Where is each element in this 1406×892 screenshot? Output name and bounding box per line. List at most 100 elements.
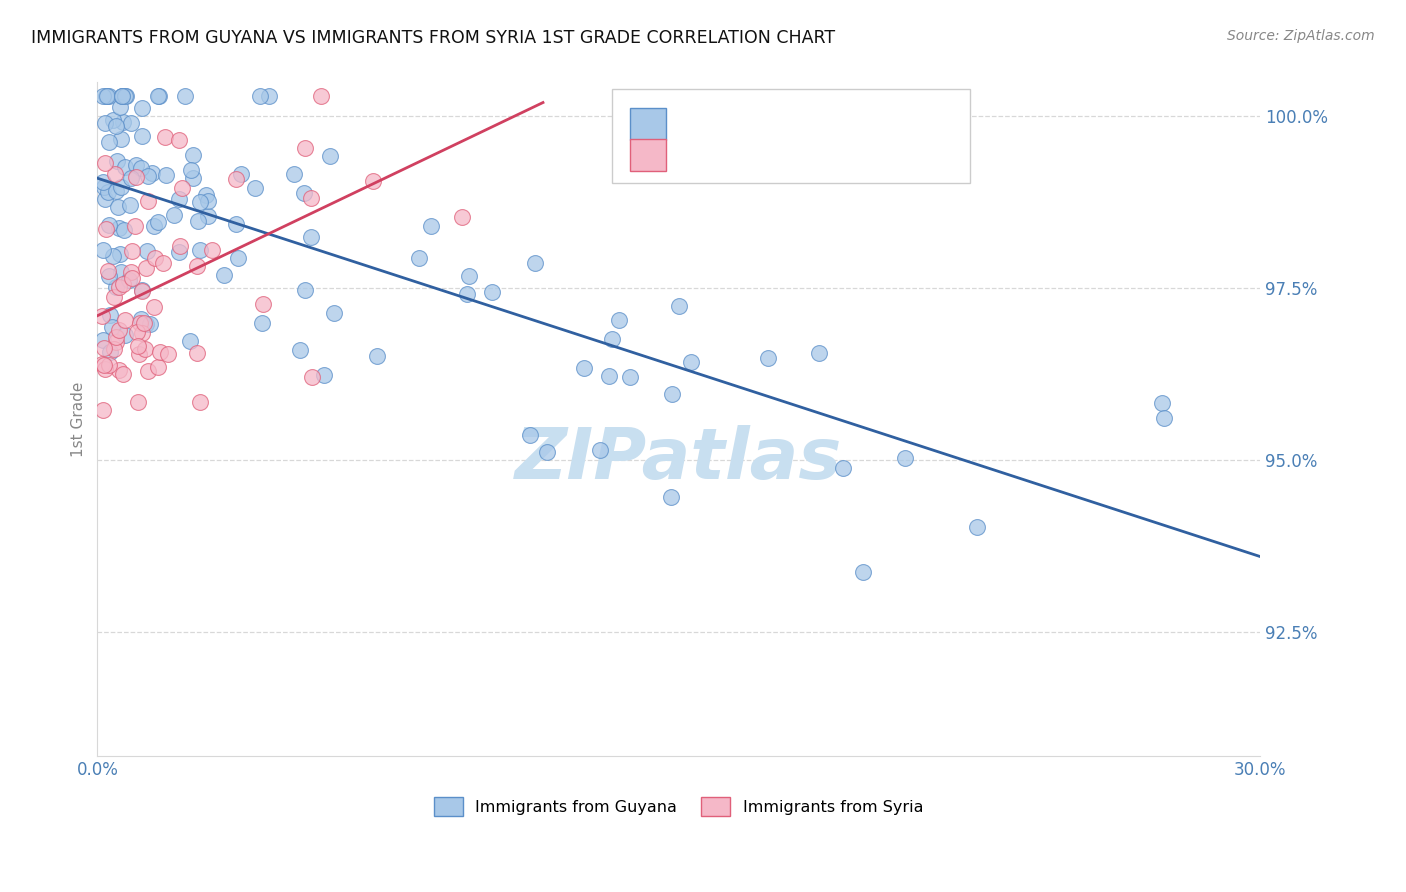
Point bbox=[98, 268, 121, 283]
Point bbox=[107, 200, 129, 214]
Point bbox=[225, 217, 247, 231]
Text: R =: R = bbox=[672, 115, 709, 133]
Point bbox=[1153, 410, 1175, 425]
Point bbox=[110, 180, 132, 194]
Y-axis label: 1st Grade: 1st Grade bbox=[72, 381, 86, 457]
Point bbox=[114, 313, 136, 327]
Point bbox=[292, 186, 315, 201]
Point bbox=[131, 285, 153, 299]
Point bbox=[245, 181, 267, 195]
Point bbox=[98, 218, 121, 232]
Point bbox=[103, 113, 125, 128]
Point bbox=[120, 171, 142, 186]
Point bbox=[110, 132, 132, 146]
Point bbox=[146, 360, 169, 375]
Point bbox=[103, 168, 125, 182]
Point bbox=[186, 345, 208, 359]
Point bbox=[111, 88, 134, 103]
Point bbox=[91, 403, 114, 417]
Point bbox=[118, 273, 141, 287]
Point bbox=[450, 210, 472, 224]
Point bbox=[294, 283, 316, 297]
Point bbox=[536, 445, 558, 459]
Point bbox=[318, 149, 340, 163]
Point bbox=[894, 451, 917, 466]
Point bbox=[180, 163, 202, 178]
Point bbox=[110, 100, 132, 114]
Point bbox=[110, 247, 132, 261]
Point bbox=[131, 283, 153, 297]
Point bbox=[93, 359, 115, 373]
Point bbox=[120, 116, 142, 130]
Point bbox=[167, 192, 190, 206]
Point bbox=[183, 148, 205, 162]
Point bbox=[163, 208, 186, 222]
Point bbox=[112, 223, 135, 237]
Point bbox=[589, 442, 612, 457]
Point bbox=[661, 387, 683, 401]
Point bbox=[129, 316, 152, 330]
Point bbox=[121, 271, 143, 285]
Point bbox=[135, 317, 157, 331]
Point bbox=[94, 192, 117, 206]
Point bbox=[135, 244, 157, 258]
Point bbox=[283, 167, 305, 181]
Point bbox=[299, 229, 322, 244]
Point bbox=[299, 191, 322, 205]
Point bbox=[519, 427, 541, 442]
Point bbox=[188, 394, 211, 409]
Point bbox=[141, 166, 163, 180]
Point bbox=[98, 135, 121, 149]
Point bbox=[146, 88, 169, 103]
Point bbox=[756, 351, 779, 365]
Point bbox=[169, 239, 191, 253]
Point bbox=[111, 367, 134, 381]
Point bbox=[100, 345, 122, 359]
Point bbox=[138, 194, 160, 208]
Point bbox=[105, 184, 128, 198]
Point bbox=[226, 251, 249, 265]
Point bbox=[124, 219, 146, 233]
Point bbox=[138, 169, 160, 183]
Point bbox=[115, 88, 138, 103]
Point bbox=[97, 186, 120, 200]
Point bbox=[366, 349, 388, 363]
Point bbox=[91, 175, 114, 189]
Point bbox=[110, 88, 132, 103]
Point bbox=[1152, 395, 1174, 409]
Point bbox=[250, 316, 273, 330]
Point bbox=[94, 362, 117, 376]
Point bbox=[136, 364, 159, 378]
Text: IMMIGRANTS FROM GUYANA VS IMMIGRANTS FROM SYRIA 1ST GRADE CORRELATION CHART: IMMIGRANTS FROM GUYANA VS IMMIGRANTS FRO… bbox=[31, 29, 835, 47]
Point bbox=[127, 339, 149, 353]
Point bbox=[128, 347, 150, 361]
Point bbox=[104, 279, 127, 293]
Point bbox=[170, 181, 193, 195]
Point bbox=[129, 312, 152, 326]
Point bbox=[456, 286, 478, 301]
Point bbox=[97, 88, 120, 103]
Point bbox=[607, 313, 630, 327]
Point bbox=[200, 243, 222, 257]
Point bbox=[91, 88, 114, 103]
Point bbox=[181, 170, 204, 185]
Point bbox=[125, 326, 148, 340]
Point bbox=[149, 344, 172, 359]
Point bbox=[97, 264, 120, 278]
Point bbox=[131, 161, 153, 175]
Point bbox=[257, 88, 280, 103]
Point bbox=[155, 129, 177, 144]
Point bbox=[143, 219, 166, 233]
Point bbox=[143, 300, 166, 314]
Point bbox=[197, 194, 219, 208]
Point bbox=[111, 88, 134, 103]
Point bbox=[108, 363, 131, 377]
Point bbox=[127, 394, 149, 409]
Point bbox=[121, 244, 143, 259]
Point bbox=[101, 249, 124, 263]
Point bbox=[131, 129, 153, 144]
Text: R =: R = bbox=[672, 146, 709, 164]
Point bbox=[481, 285, 503, 299]
Point bbox=[98, 309, 121, 323]
Point bbox=[225, 171, 247, 186]
